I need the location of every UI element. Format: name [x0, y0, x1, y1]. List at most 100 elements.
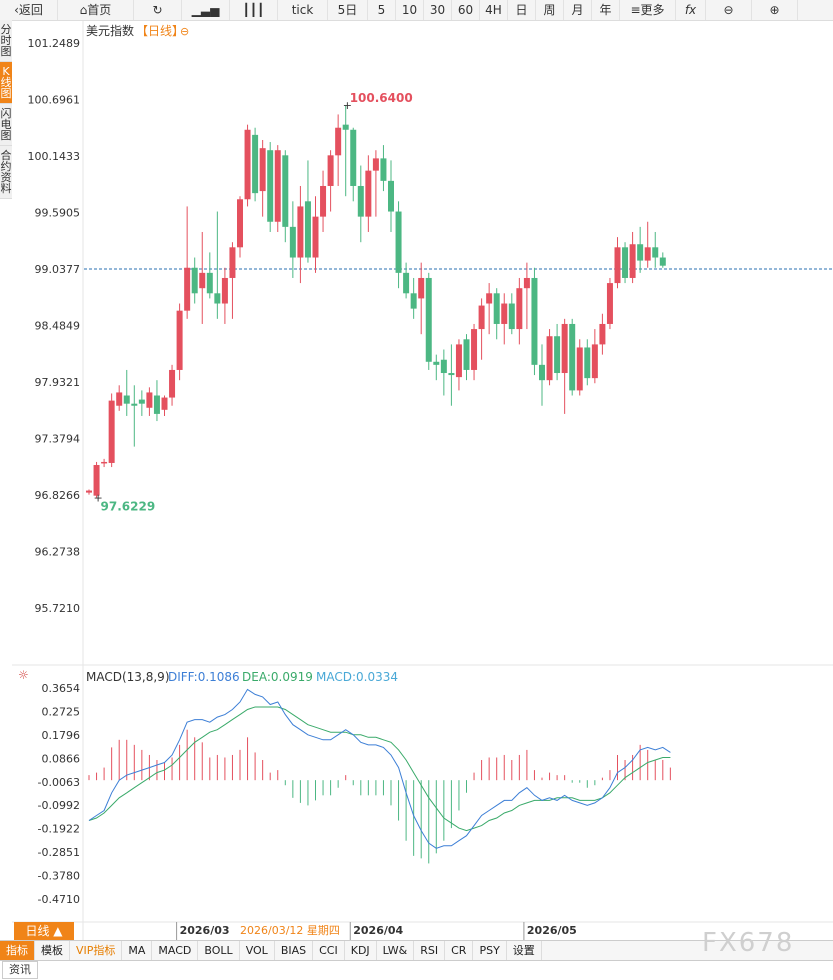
candle-body: [138, 399, 145, 404]
side-tab-timeshare[interactable]: 分时图: [0, 20, 12, 62]
candle-body: [169, 369, 176, 398]
dea-line: [88, 706, 671, 832]
tab-ma[interactable]: MA: [122, 941, 153, 961]
period-30m[interactable]: 30: [424, 0, 452, 20]
candle-body: [410, 293, 417, 309]
refresh-button[interactable]: ↻: [134, 0, 182, 20]
period-10m[interactable]: 10: [396, 0, 424, 20]
candle-body: [440, 359, 447, 374]
candle-body: [463, 339, 470, 370]
candle-body: [516, 288, 523, 330]
side-tab-contract[interactable]: 合约资料: [0, 146, 12, 199]
tab-settings[interactable]: 设置: [507, 941, 542, 961]
candle-body: [289, 226, 296, 258]
candle-body: [637, 244, 644, 261]
candle-body: [312, 216, 319, 258]
candle-body: [576, 347, 583, 391]
tab-bias[interactable]: BIAS: [275, 941, 314, 961]
zoom-out-button[interactable]: ⊖: [706, 0, 752, 20]
tab-psy[interactable]: PSY: [473, 941, 507, 961]
period-selector[interactable]: 日线 ▲: [14, 922, 74, 940]
more-label: 更多: [640, 3, 665, 17]
line-chart-button[interactable]: ▁▃▅: [182, 0, 230, 20]
macd-tick-label: -0.4710: [38, 893, 80, 906]
candle-body: [146, 392, 153, 408]
diff-label: DIFF:0.1086: [168, 670, 240, 684]
candle-body: [327, 155, 334, 186]
candle-body: [380, 158, 387, 181]
candle-style-button[interactable]: ┃┃┃: [230, 0, 278, 20]
watermark-logo: FX678: [702, 928, 795, 958]
price-tick-label: 98.4849: [35, 320, 81, 333]
tab-lw[interactable]: LW&: [377, 941, 415, 961]
more-button[interactable]: ≡ 更多: [620, 0, 676, 20]
home-button[interactable]: ⌂ 首页: [58, 0, 134, 20]
period-day[interactable]: 日: [508, 0, 536, 20]
tab-rsi[interactable]: RSI: [414, 941, 446, 961]
tab-cci[interactable]: CCI: [313, 941, 345, 961]
candle-body: [372, 158, 379, 171]
price-tick-label: 95.7210: [35, 602, 81, 615]
candle-body: [304, 201, 311, 258]
macd-tick-label: 0.0866: [42, 752, 81, 765]
period-5m[interactable]: 5: [368, 0, 396, 20]
candle-body: [116, 392, 123, 406]
tab-boll[interactable]: BOLL: [198, 941, 240, 961]
period-5d[interactable]: 5日: [328, 0, 368, 20]
candle-body: [184, 267, 191, 311]
zoom-in-button[interactable]: ⊕: [752, 0, 798, 20]
candle-body: [101, 461, 108, 464]
period-60m[interactable]: 60: [452, 0, 480, 20]
candle-body: [229, 247, 236, 278]
candle-body: [486, 293, 493, 304]
macd-tick-label: 0.2725: [42, 705, 81, 718]
tab-vip[interactable]: VIP指标: [70, 941, 123, 961]
side-tab-kline[interactable]: K线图: [0, 62, 12, 104]
period-year[interactable]: 年: [592, 0, 620, 20]
period-4h[interactable]: 4H: [480, 0, 508, 20]
info-tab[interactable]: 资讯: [2, 961, 38, 979]
price-tick-label: 99.5905: [35, 207, 81, 220]
tab-kdj[interactable]: KDJ: [345, 941, 377, 961]
back-button[interactable]: ‹ 返回: [0, 0, 58, 20]
period-tick[interactable]: tick: [278, 0, 328, 20]
candle-body: [237, 199, 243, 248]
top-toolbar: ‹ 返回 ⌂ 首页 ↻ ▁▃▅ ┃┃┃ tick 5日 5 10 30 60 4H …: [0, 0, 833, 21]
low-marker: +: [94, 492, 103, 505]
macd-tick-label: -0.2851: [38, 846, 80, 859]
candle-body: [629, 244, 636, 278]
period-week[interactable]: 周: [536, 0, 564, 20]
candle-body: [659, 257, 666, 266]
price-tick-label: 100.6961: [28, 94, 81, 107]
period-month[interactable]: 月: [564, 0, 592, 20]
candle-body: [161, 397, 168, 410]
candle-body: [342, 124, 349, 130]
candle-body: [493, 293, 500, 324]
tab-cr[interactable]: CR: [445, 941, 474, 961]
tab-vol[interactable]: VOL: [240, 941, 275, 961]
candle-body: [523, 277, 530, 289]
indicator-settings-icon[interactable]: ☼: [18, 668, 29, 682]
formula-button[interactable]: fx: [676, 0, 706, 20]
price-axis: 101.2489 100.6961 100.1433 99.5905 99.0377 98…: [28, 37, 81, 615]
low-annotation: 97.6229: [101, 500, 156, 514]
candle-body: [418, 277, 425, 299]
side-tab-flash[interactable]: 闪电图: [0, 104, 12, 146]
home-icon: ⌂: [79, 3, 88, 17]
tab-macd[interactable]: MACD: [152, 941, 199, 961]
tab-indicator[interactable]: 指标: [0, 941, 35, 961]
candle-body: [606, 283, 613, 324]
back-label: 返回: [18, 3, 43, 17]
zoom-out-icon: ⊖: [723, 3, 734, 17]
macd-tick-label: 0.1796: [42, 729, 81, 742]
side-tabs: 分时图 K线图 闪电图 合约资料: [0, 20, 12, 199]
candle-body: [365, 170, 372, 217]
tab-template[interactable]: 模板: [35, 941, 70, 961]
candle-body: [546, 336, 553, 381]
add-indicator-icon[interactable]: ⊖: [180, 25, 189, 38]
candle-body: [244, 129, 251, 200]
candle-body: [350, 129, 357, 186]
candle-body: [320, 185, 327, 217]
candle-body: [652, 247, 659, 258]
